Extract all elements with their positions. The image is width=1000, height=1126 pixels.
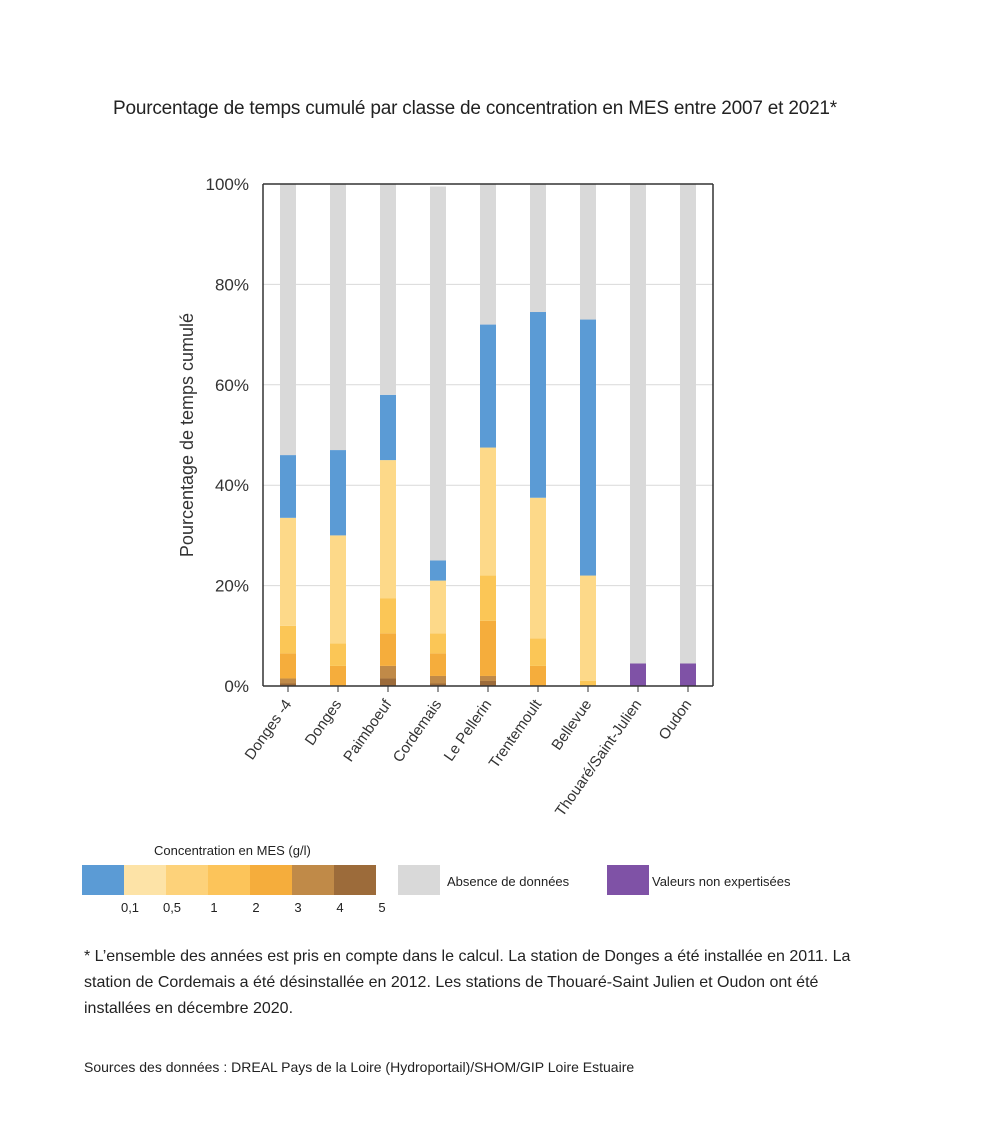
x-tick-label: Oudon: [656, 697, 696, 744]
bar-segment-c01: [280, 455, 296, 518]
x-tick-label: Paimboeuf: [340, 696, 396, 765]
bar-segment-c01: [380, 394, 396, 461]
concentration-scale: [82, 865, 376, 895]
bar-segment-c1: [330, 535, 346, 644]
y-tick-label: 20%: [215, 577, 249, 596]
legend-absence-label: Absence de données: [447, 874, 570, 889]
bar-segment-c1: [530, 497, 546, 639]
scale-swatch: [124, 865, 166, 895]
bar-segment-c3: [530, 665, 546, 686]
bar-segment-c01: [480, 324, 496, 448]
x-tick-label: Donges -4: [242, 697, 296, 763]
x-tick-label: Cordemais: [390, 697, 446, 766]
bar-segment-c2: [380, 598, 396, 634]
scale-swatch: [166, 865, 208, 895]
bar-segment-c1: [430, 580, 446, 634]
x-tick-label: Trentemoult: [486, 696, 546, 772]
legend-title: Concentration en MES (g/l): [154, 843, 311, 858]
scale-swatch: [292, 865, 334, 895]
footnote: * L’ensemble des années est pris en comp…: [84, 948, 851, 1017]
legend-absence-swatch: [398, 865, 440, 895]
bar-segment-c1: [280, 517, 296, 626]
bar-segment-c3: [280, 653, 296, 679]
scale-label: 1: [210, 900, 218, 915]
chart-title: Pourcentage de temps cumulé par classe d…: [112, 98, 837, 119]
bar-segment-absence: [480, 184, 496, 325]
scale-label: 5: [378, 900, 386, 915]
bar-segment-c2: [280, 625, 296, 654]
y-tick-label: 80%: [215, 275, 249, 294]
scale-label: 0,5: [162, 900, 182, 915]
bar-segment-c2: [330, 643, 346, 666]
y-tick-label: 100%: [206, 175, 249, 194]
data-source: Sources des données : DREAL Pays de la L…: [84, 1059, 635, 1075]
y-axis-label: Pourcentage de temps cumulé: [177, 313, 197, 557]
bar-segment-absence: [630, 184, 646, 664]
stacked-bar-chart: 0% 20% 40% 60% 80% 100% Donges -4 DongesPaimboe…: [177, 175, 714, 820]
bar-segment-absence: [530, 184, 546, 313]
bar-segment-c2: [530, 638, 546, 666]
concentration-scale-labels: 0,1 0,5 1 2 3 4 5: [82, 900, 386, 916]
bar-segment-c01: [580, 319, 596, 576]
bar-segment-absence: [680, 184, 696, 664]
y-tick-label: 40%: [215, 476, 249, 495]
y-tick-label: 0%: [224, 677, 249, 696]
bar-segment-c01: [530, 312, 546, 498]
bar-segment-absence: [430, 186, 446, 561]
bar-segment-c2: [430, 633, 446, 654]
scale-swatch: [334, 865, 376, 895]
bar-segment-c3: [480, 620, 496, 676]
bar-segment-c4: [280, 678, 296, 684]
bar-segment-c1: [380, 460, 396, 599]
bar-segment-absence: [580, 184, 596, 320]
bar-segment-c4: [380, 665, 396, 679]
bar-segment-c5: [280, 683, 296, 686]
bar-segment-nonexp: [680, 663, 696, 686]
bar-segment-nonexp: [630, 663, 646, 686]
bar-segment-c1: [580, 575, 596, 681]
x-tick-label: Bellevue: [548, 697, 595, 754]
bar-segment-c3: [330, 665, 346, 686]
bar-segment-c4: [480, 675, 496, 681]
legend-nonexp-label: Valeurs non expertisées: [652, 874, 791, 889]
bar-segment-absence: [330, 184, 346, 451]
scale-label: 4: [336, 900, 344, 915]
y-tick-label: 60%: [215, 376, 249, 395]
bar-segment-c5: [480, 680, 496, 686]
scale-label: 3: [294, 900, 302, 915]
scale-swatch: [208, 865, 250, 895]
bar-segment-c3: [380, 633, 396, 666]
bar-segment-c2: [480, 575, 496, 621]
bar-segment-absence: [380, 184, 396, 395]
scale-swatch: [82, 865, 124, 895]
scale-label: 0,1: [120, 900, 140, 915]
scale-swatch: [250, 865, 292, 895]
x-tick-label: Le Pellerin: [441, 697, 496, 765]
bar-segment-c01: [430, 560, 446, 581]
legend-nonexp-swatch: [607, 865, 649, 895]
x-tick-label: Thouaré/Saint-Julien: [552, 697, 645, 820]
bar-segment-c1: [480, 447, 496, 576]
bar-segment-absence: [280, 184, 296, 456]
bar-segment-c4: [430, 675, 446, 684]
bar-segment-c2: [580, 680, 596, 686]
bar-segment-c5: [380, 678, 396, 686]
x-tick-label: Donges: [302, 697, 346, 749]
bar-segment-c3: [430, 653, 446, 676]
scale-label: 2: [252, 900, 260, 915]
bar-segment-c01: [330, 450, 346, 536]
bar-segment-c5: [430, 683, 446, 686]
